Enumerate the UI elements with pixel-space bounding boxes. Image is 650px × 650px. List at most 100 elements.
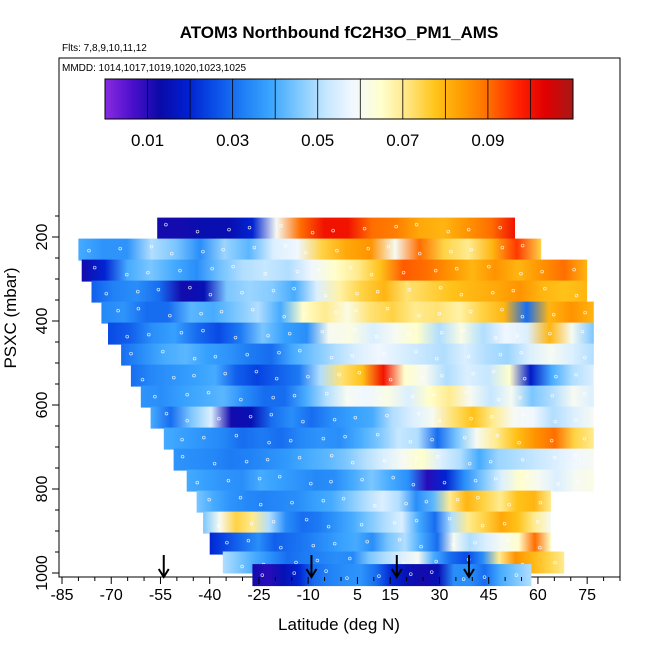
sample-point: [366, 246, 371, 251]
x-tick-label: 45: [480, 587, 498, 604]
sample-point: [520, 243, 525, 248]
flight-marker-arrow: [463, 555, 475, 579]
sample-point: [362, 226, 367, 231]
sample-point: [168, 313, 172, 318]
sample-point: [429, 570, 434, 574]
sample-point: [377, 574, 381, 578]
sample-point: [87, 248, 91, 253]
sample-point: [468, 309, 473, 314]
sample-point: [309, 481, 313, 486]
sample-point: [249, 521, 254, 526]
sample-point: [397, 537, 402, 542]
heatmap-band: [78, 238, 542, 261]
y-tick-label: 400: [34, 308, 51, 335]
sample-point: [500, 307, 504, 312]
sample-point: [382, 351, 386, 356]
sample-point: [582, 436, 587, 441]
sample-point: [279, 223, 283, 228]
heatmap-band: [203, 511, 551, 534]
sample-point: [549, 438, 554, 443]
sample-point: [554, 374, 558, 379]
flight-markers: [157, 555, 475, 579]
sample-point: [292, 571, 296, 575]
sample-point: [195, 480, 200, 485]
sample-point: [576, 479, 580, 484]
sample-point: [353, 327, 357, 332]
x-tick-label: -70: [100, 587, 123, 604]
sample-point: [180, 454, 185, 459]
colorbar-tick-label: 0.03: [216, 131, 249, 150]
sample-point: [321, 436, 326, 441]
sample-point: [283, 243, 288, 248]
sample-point: [192, 373, 196, 378]
sample-point: [263, 271, 267, 276]
sample-point: [265, 457, 270, 462]
sample-point: [522, 376, 527, 381]
sample-point: [388, 377, 393, 382]
sample-point: [231, 264, 235, 269]
sample-point: [507, 502, 511, 507]
sample-point: [459, 292, 464, 297]
sample-point: [417, 313, 421, 318]
sample-point: [341, 496, 346, 501]
sample-point: [414, 456, 419, 461]
sample-point: [267, 440, 271, 445]
sample-point: [410, 394, 415, 399]
sample-point: [153, 394, 157, 399]
sample-point: [147, 332, 151, 337]
sample-point: [324, 569, 328, 573]
sample-point: [437, 311, 442, 316]
y-tick-label: 200: [34, 224, 51, 251]
sample-point: [226, 478, 231, 483]
sample-point: [404, 501, 408, 506]
y-tick-label: 1000: [34, 555, 51, 591]
heatmap-band: [91, 280, 588, 303]
sample-point: [282, 314, 286, 319]
sample-point: [304, 250, 308, 255]
sample-point: [466, 354, 471, 359]
sample-point: [125, 334, 129, 339]
sample-point: [572, 267, 576, 272]
sample-point: [439, 330, 444, 335]
sample-point: [290, 500, 294, 505]
sample-point: [407, 332, 411, 337]
sample-point: [435, 454, 440, 459]
sample-point: [225, 540, 229, 545]
sample-point: [515, 333, 520, 338]
flight-marker-arrow: [157, 555, 170, 579]
sample-point: [548, 331, 552, 336]
x-tick-label: 75: [578, 587, 596, 604]
sample-point: [498, 352, 503, 357]
sample-point: [129, 351, 133, 356]
sample-point: [535, 519, 540, 524]
sample-point: [476, 495, 480, 500]
heatmap-band: [209, 532, 552, 555]
sample-point: [320, 329, 325, 334]
sample-point: [223, 371, 227, 376]
heatmap-band: [130, 364, 594, 387]
sample-point: [416, 411, 421, 416]
sample-point: [514, 573, 519, 577]
sample-point: [551, 312, 556, 317]
flight-marker-arrow: [305, 555, 318, 579]
sample-point: [329, 479, 333, 484]
sample-point: [442, 480, 447, 485]
sample-point: [301, 419, 305, 424]
sample-point: [354, 308, 358, 313]
sample-point: [192, 356, 197, 361]
sample-point: [118, 246, 122, 251]
sample-point: [518, 395, 522, 400]
sample-point: [408, 439, 413, 444]
sample-point: [493, 335, 498, 340]
chart-title: ATOM3 Northbound fC2H3O_PM1_AMS: [180, 23, 499, 42]
sample-point: [495, 433, 500, 438]
sample-point: [414, 222, 419, 227]
y-axis: 200 400 600 800 1000: [34, 215, 59, 591]
sample-point: [391, 475, 395, 480]
sample-point: [438, 285, 443, 290]
sample-point: [446, 229, 450, 234]
sample-point: [385, 413, 389, 418]
sample-point: [210, 266, 214, 271]
sample-point: [359, 522, 364, 527]
